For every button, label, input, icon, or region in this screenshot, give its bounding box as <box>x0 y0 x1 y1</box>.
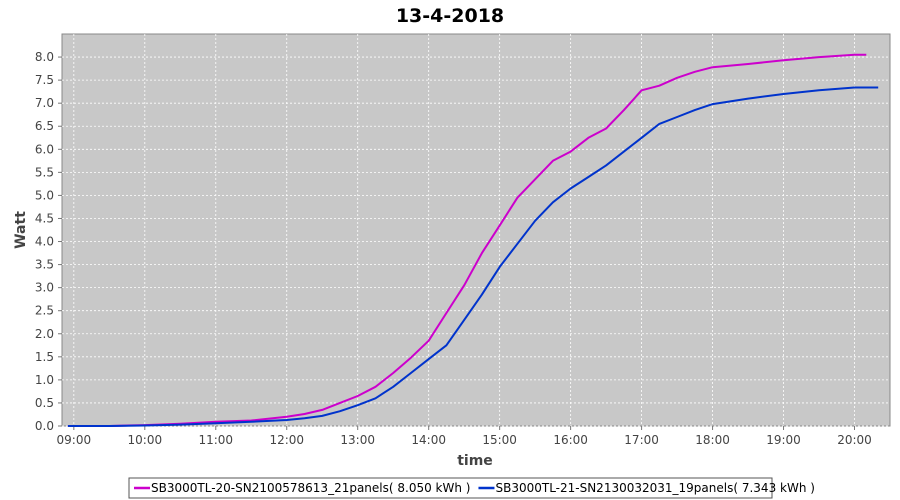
y-tick-label: 1.5 <box>35 350 54 364</box>
x-tick-label: 20:00 <box>837 433 872 447</box>
y-tick-label: 3.0 <box>35 281 54 295</box>
grid <box>62 34 890 427</box>
y-tick-label: 3.5 <box>35 258 54 272</box>
x-tick-label: 12:00 <box>269 433 304 447</box>
x-tick-label: 18:00 <box>695 433 730 447</box>
x-axis: 09:00 10:00 11:00 12:00 13:00 14:00 15:00 16:00… <box>57 426 872 447</box>
y-tick-label: 8.0 <box>35 50 54 64</box>
x-tick-label: 14:00 <box>411 433 446 447</box>
legend: SB3000TL-20-SN2100578613_21panels( 8.050… <box>128 477 815 499</box>
y-tick-label: 2.5 <box>35 304 54 318</box>
y-tick-label: 0.5 <box>35 396 54 410</box>
y-tick-label: 6.0 <box>35 142 54 156</box>
y-tick-label: 7.0 <box>35 96 54 110</box>
legend-box <box>128 477 773 499</box>
series-layer <box>67 53 879 427</box>
x-tick-label: 11:00 <box>198 433 233 447</box>
y-axis: 0.0 0.5 1.0 1.5 2.0 2.5 3.0 3.5 4.0 4.5 5.0 5.5 6.0 6… <box>35 50 62 433</box>
series-line-1 <box>67 53 867 427</box>
x-tick-label: 13:00 <box>340 433 375 447</box>
x-tick-label: 16:00 <box>553 433 588 447</box>
x-tick-label: 19:00 <box>766 433 801 447</box>
legend-label-2: SB3000TL-21-SN2130032031_19panels( 7.343… <box>495 481 814 495</box>
y-tick-label: 6.5 <box>35 119 54 133</box>
x-tick-label: 09:00 <box>57 433 92 447</box>
y-tick-label: 2.0 <box>35 327 54 341</box>
x-axis-label: time <box>457 453 493 469</box>
y-tick-label: 4.5 <box>35 211 54 225</box>
x-tick-label: 15:00 <box>482 433 517 447</box>
y-tick-label: 5.0 <box>35 188 54 202</box>
y-axis-label: Watt <box>13 211 29 249</box>
series-line-2 <box>67 86 879 427</box>
legend-label-1: SB3000TL-20-SN2100578613_21panels( 8.050… <box>151 481 470 495</box>
chart-title: 13-4-2018 <box>396 5 504 27</box>
y-tick-label: 5.5 <box>35 165 54 179</box>
x-tick-label: 17:00 <box>624 433 659 447</box>
y-tick-label: 4.0 <box>35 235 54 249</box>
y-tick-label: 1.0 <box>35 373 54 387</box>
plot-area <box>61 33 891 427</box>
y-tick-label: 7.5 <box>35 73 54 87</box>
x-tick-label: 10:00 <box>128 433 163 447</box>
y-tick-label: 0.0 <box>35 419 54 433</box>
